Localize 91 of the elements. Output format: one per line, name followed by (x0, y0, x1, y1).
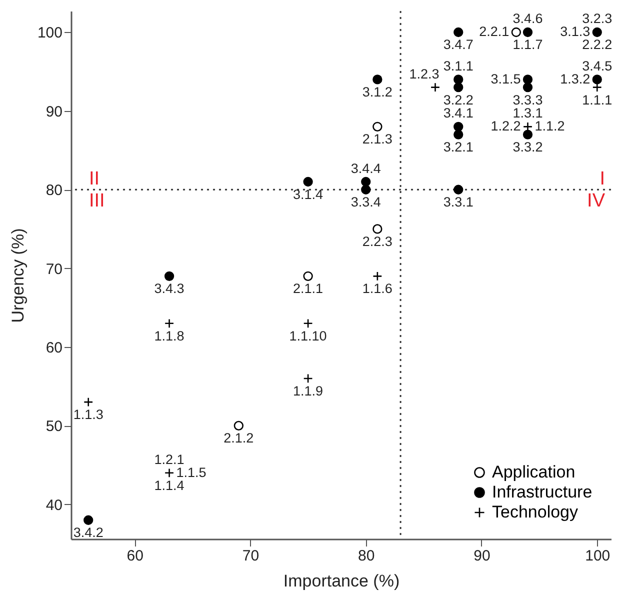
point (84, 515, 94, 525)
point (592, 74, 602, 84)
annotation: 2.1.1 (293, 281, 324, 296)
annotation: 3.2.2 (443, 92, 474, 108)
point (522, 82, 533, 92)
annotation: 1.2.3 (409, 66, 440, 82)
annotation: 1.1.10 (289, 328, 327, 344)
annotation: 3.4.2 (73, 525, 104, 540)
annotation: 2.2.2 (582, 37, 612, 52)
annotation: 3.4.1 (443, 106, 474, 121)
annotation: 2.2.1 (479, 24, 510, 40)
y-tick-label: 90 (46, 103, 62, 120)
annotation: 3.1.2 (362, 84, 392, 100)
annotation: 1.1.4 (154, 478, 185, 493)
point (303, 271, 313, 282)
annotation: 3.2.3 (582, 11, 612, 26)
x-tick-label: 100 (585, 548, 610, 564)
annotation: 1.1.3 (73, 407, 104, 422)
point (454, 184, 464, 194)
annotation: II (89, 168, 100, 190)
x-axis-title: Importance (%) (283, 572, 400, 590)
annotation: 1.2.2 (490, 118, 521, 134)
legend-label: Application (492, 462, 576, 482)
point (592, 27, 602, 38)
annotation: 3.3.1 (443, 194, 474, 210)
annotation: I (600, 168, 605, 190)
point (454, 130, 464, 140)
annotation: 1.1.9 (293, 383, 324, 398)
y-tick-label: 60 (46, 340, 62, 356)
annotation: 1.3.1 (512, 106, 543, 121)
annotation: 3.3.3 (512, 92, 543, 108)
point (164, 318, 174, 328)
annotation: 3.3.2 (512, 140, 543, 155)
point (361, 176, 371, 187)
point (522, 74, 533, 84)
annotation: 2.1.3 (362, 132, 392, 147)
y-tick-label: 80 (46, 182, 62, 200)
annotation: 3.4.5 (582, 58, 612, 74)
point (454, 122, 464, 132)
point (303, 374, 313, 384)
point (454, 27, 464, 38)
annotation: 3.4.4 (350, 160, 382, 176)
annotation: 3.1.3 (560, 24, 590, 40)
point (164, 468, 174, 478)
annotation: 1.1.7 (512, 37, 543, 52)
point (84, 397, 94, 407)
annotation: 1.1.6 (362, 281, 392, 296)
x-tick-label: 60 (126, 548, 144, 564)
x-tick-label: 70 (242, 548, 260, 564)
y-tick-label: 50 (46, 418, 62, 436)
point (303, 176, 313, 187)
point (372, 74, 382, 84)
point (234, 420, 244, 431)
x-tick-label: 90 (474, 548, 490, 564)
annotation: 1.1.1 (582, 92, 612, 108)
y-tick-label: 100 (37, 24, 62, 42)
x-tick-label: 80 (358, 548, 375, 564)
annotation: 3.1.1 (443, 58, 474, 74)
annotation: 3.1.4 (293, 186, 324, 202)
point (372, 122, 382, 132)
annotation: 3.2.1 (443, 140, 474, 155)
annotation: 3.4.3 (154, 281, 184, 296)
annotation: 3.4.6 (512, 11, 543, 26)
annotation: 1.2.1 (154, 452, 184, 467)
legend-label: Technology (492, 502, 579, 522)
point (454, 82, 464, 92)
annotation: III (89, 190, 105, 212)
y-axis-title: Urgency (%) (8, 228, 28, 323)
point (522, 130, 533, 140)
annotation: IV (587, 190, 606, 212)
annotation: 3.4.7 (443, 37, 474, 52)
point (361, 184, 371, 194)
point (522, 27, 533, 38)
legend-label: Infrastructure (492, 482, 592, 502)
point (511, 27, 522, 38)
point (303, 318, 313, 328)
y-tick-label: 70 (46, 260, 62, 278)
annotation: 1.1.2 (534, 118, 565, 134)
y-tick-label: 40 (46, 496, 62, 514)
point (454, 74, 464, 84)
annotation: 2.2.3 (362, 234, 392, 249)
annotation: 1.1.8 (154, 328, 184, 344)
annotation: 3.3.4 (350, 194, 382, 210)
point (372, 224, 382, 234)
annotation: 2.1.2 (224, 430, 254, 446)
annotation: 1.3.2 (560, 71, 590, 86)
point (164, 271, 174, 282)
annotation: 1.1.5 (176, 464, 206, 480)
point (372, 271, 382, 282)
point (430, 82, 440, 92)
annotation: 3.1.5 (490, 71, 521, 86)
